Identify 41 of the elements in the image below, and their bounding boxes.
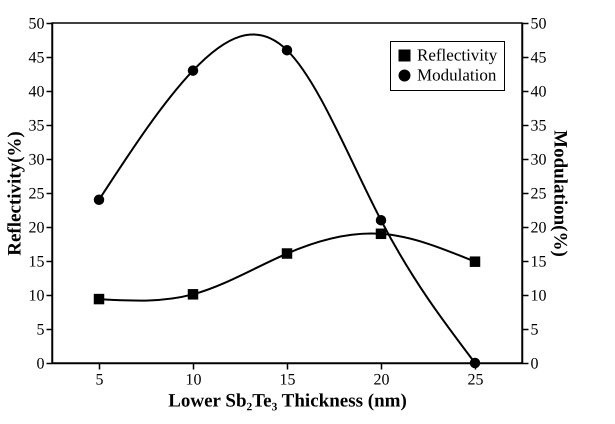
y-tick-label: 10 [28,288,44,304]
point [282,248,292,259]
y-tick-label: 40 [28,84,44,100]
x-tick-label: 25 [468,372,484,388]
y-tick-label: 30 [28,152,44,168]
y2-tick-label: 50 [530,16,546,32]
point [376,214,386,226]
y-tick-label: 45 [28,50,44,66]
y2-axis-title: Modulation(%) [550,130,570,257]
y-tick-label: 25 [28,186,44,202]
point [94,194,104,206]
y2-tick-label: 40 [530,84,546,100]
legend-label: Modulation [417,66,497,84]
x-tick-label: 20 [374,372,390,388]
x-tick-label: 5 [96,372,104,388]
y-tick-label: 50 [28,16,44,32]
y2-tick-label: 20 [530,220,546,236]
y2-tick-label: 25 [530,186,546,202]
y2-tick-label: 10 [530,288,546,304]
legend-label: Reflectivity [417,46,498,64]
point [188,289,198,300]
y-axis-title: Reflectivity(%) [4,131,26,256]
x-axis-title: Lower Sb₂Te₃ Thickness (nm) [168,390,407,412]
point [470,256,480,267]
point [376,228,386,240]
y2-tick-label: 35 [530,118,546,134]
y-tick-label: 15 [28,254,44,270]
point [188,65,198,76]
point [94,294,104,304]
y2-tick-label: 30 [530,152,546,168]
y-tick-label: 5 [36,322,44,338]
y2-tick-label: 5 [530,322,538,338]
y-tick-label: 0 [36,356,44,372]
x-tick-label: 15 [280,372,296,388]
y2-tick-label: 15 [530,254,546,270]
y-tick-label: 35 [28,118,44,134]
y2-tick-label: 45 [530,50,546,66]
point [282,44,292,56]
y2-tick-label: 0 [530,356,538,372]
y-tick-label: 20 [28,220,44,236]
x-tick-label: 10 [186,372,202,388]
